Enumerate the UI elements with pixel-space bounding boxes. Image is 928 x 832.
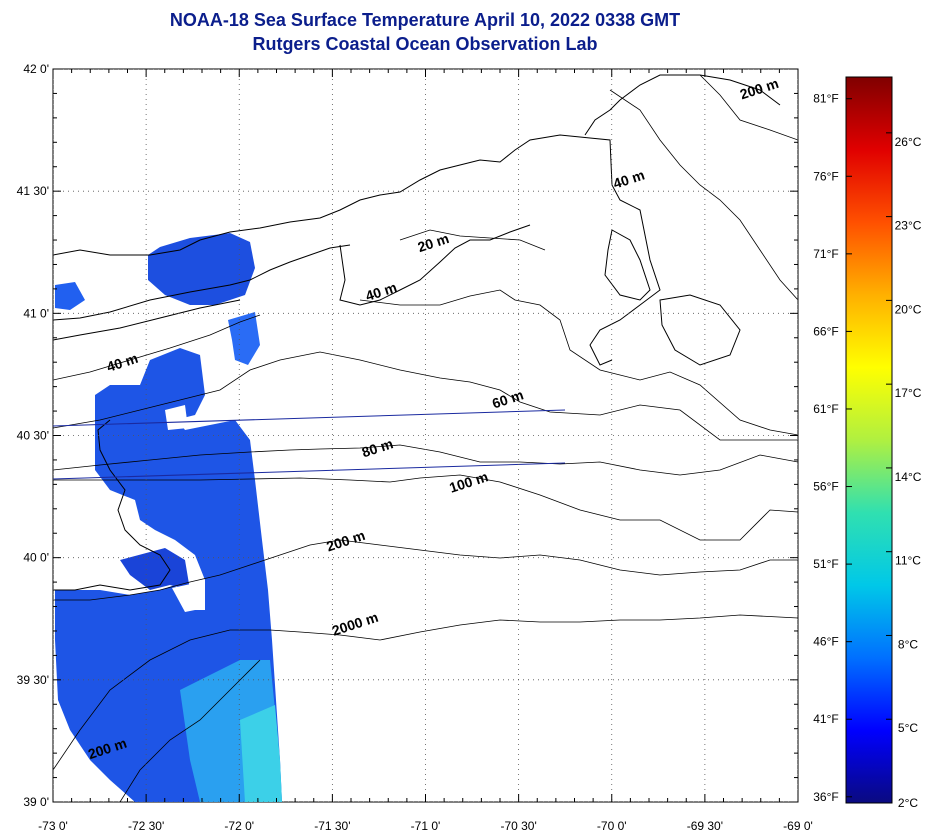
coastline-ny-ct	[53, 134, 661, 366]
colorbar-label-fahrenheit: 76°F	[813, 169, 838, 183]
colorbar-label-fahrenheit: 51°F	[813, 557, 838, 571]
lon-tick-label: -72 0'	[224, 819, 254, 832]
colorbar-label-celsius: 20°C	[895, 302, 922, 316]
colorbar-label-celsius: 11°C	[895, 554, 921, 568]
lon-tick-label: -73 0'	[38, 819, 68, 832]
colorbar-label-celsius: 5°C	[898, 721, 918, 735]
sst-patch-west	[55, 282, 85, 310]
transect-line-south	[53, 462, 566, 480]
lat-tick-label: 40 0'	[23, 551, 49, 565]
sst-patch-south-cyan	[240, 705, 282, 802]
map-title: NOAA-18 Sea Surface Temperature April 10…	[169, 10, 681, 30]
contour-2000m	[53, 614, 798, 771]
colorbar-label-celsius: 26°C	[895, 135, 922, 149]
colorbar-label-fahrenheit: 66°F	[813, 324, 838, 338]
map-axes: -73 0' -72 30' -72 0' -71 30' -71 0' -70 30' -…	[17, 62, 813, 832]
coastline-islands-1	[604, 229, 651, 301]
contour-100m	[53, 474, 798, 541]
coastline-long-island	[53, 244, 351, 321]
coastline	[53, 74, 781, 591]
colorbar-label-celsius: 2°C	[898, 796, 918, 810]
colorbar-label-fahrenheit: 36°F	[813, 790, 838, 804]
lon-tick-label: -72 30'	[128, 819, 164, 832]
contour-20m	[399, 229, 546, 251]
colorbar-label-fahrenheit: 61°F	[813, 402, 838, 416]
map-subtitle: Rutgers Coastal Ocean Observation Lab	[252, 34, 598, 54]
colorbar	[845, 76, 893, 804]
map-grid	[53, 69, 798, 802]
colorbar-label-fahrenheit: 56°F	[813, 480, 838, 494]
lat-tick-label: 39 30'	[17, 673, 49, 687]
lon-tick-label: -71 0'	[411, 819, 441, 832]
colorbar-label-celsius: 17°C	[895, 386, 922, 400]
lat-tick-label: 39 0'	[23, 795, 49, 809]
bathymetry-contours	[53, 74, 798, 802]
sst-patch-small	[228, 312, 260, 365]
lat-tick-label: 41 0'	[23, 306, 49, 320]
sst-gap-2	[172, 582, 205, 612]
lat-tick-label: 42 0'	[23, 62, 49, 76]
coastline-rhode-island	[339, 224, 531, 306]
sst-gap	[165, 405, 188, 430]
coastline-islands-2	[659, 294, 741, 366]
contour-40m-ne	[609, 89, 798, 301]
colorbar-label-fahrenheit: 71°F	[813, 247, 838, 261]
lon-tick-label: -70 0'	[597, 819, 627, 832]
lat-tick-label: 41 30'	[17, 184, 49, 198]
colorbar-label-fahrenheit: 41°F	[813, 712, 838, 726]
coastline-long-island-south	[53, 299, 241, 341]
contour-200m	[53, 539, 798, 601]
coastline-nj	[53, 419, 171, 591]
colorbar-label-celsius: 23°C	[895, 219, 922, 233]
colorbar-label-fahrenheit: 46°F	[813, 635, 838, 649]
colorbar-label-fahrenheit: 81°F	[813, 92, 838, 106]
contour-40m-north	[359, 289, 798, 436]
colorbar-label-celsius: 8°C	[898, 637, 918, 651]
contour-200m-ne	[699, 74, 798, 141]
contour-60m	[53, 351, 798, 441]
contour-80m	[53, 444, 798, 476]
lon-tick-label: -69 0'	[783, 819, 813, 832]
colorbar-ticks: 2°C 5°C 8°C 11°C 14°C 17°C 20°C 23°C 26°C 36°F 41°…	[813, 92, 921, 810]
lat-tick-label: 40 30'	[17, 429, 49, 443]
transect-line-north	[53, 409, 566, 427]
sst-patch-mid-dark	[120, 548, 190, 590]
lon-tick-label: -69 30'	[687, 819, 723, 832]
lon-tick-label: -70 30'	[500, 819, 536, 832]
lon-tick-label: -71 30'	[314, 819, 350, 832]
colorbar-label-celsius: 14°C	[895, 470, 922, 484]
contour-200m-sw	[119, 659, 261, 802]
coastline-cape-cod	[584, 74, 781, 136]
contour-40m-sw	[53, 314, 261, 381]
